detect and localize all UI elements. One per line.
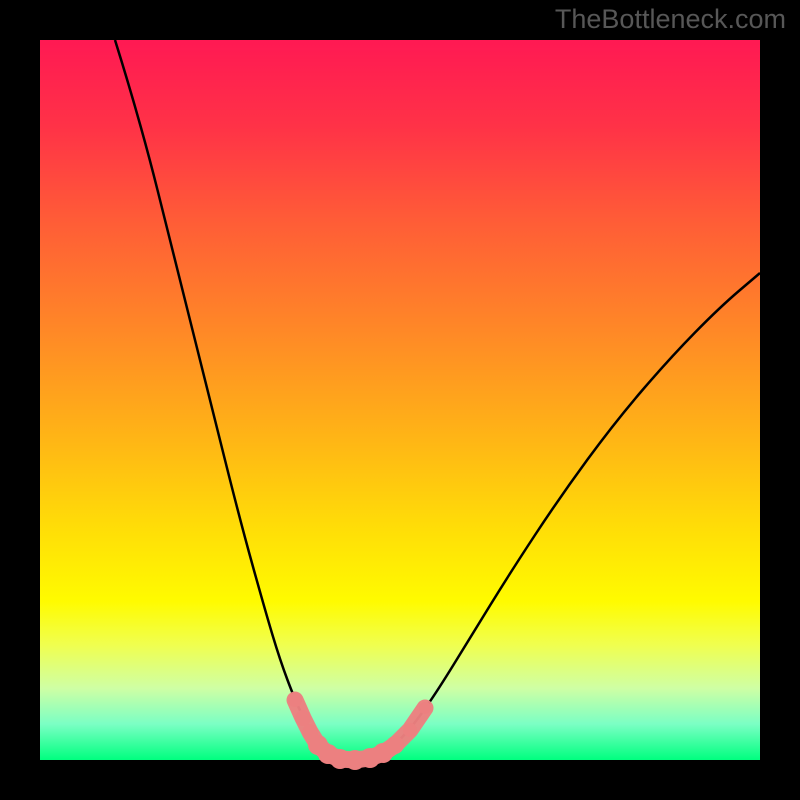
chart-container: TheBottleneck.com	[0, 0, 800, 800]
marker-dot	[288, 693, 302, 707]
bottleneck-chart	[0, 0, 800, 800]
marker-dot	[403, 723, 417, 737]
marker-dot	[295, 710, 311, 726]
marker-dot	[386, 736, 404, 754]
watermark-text: TheBottleneck.com	[555, 4, 786, 35]
marker-dot	[419, 702, 431, 714]
chart-plot-area	[40, 40, 760, 760]
